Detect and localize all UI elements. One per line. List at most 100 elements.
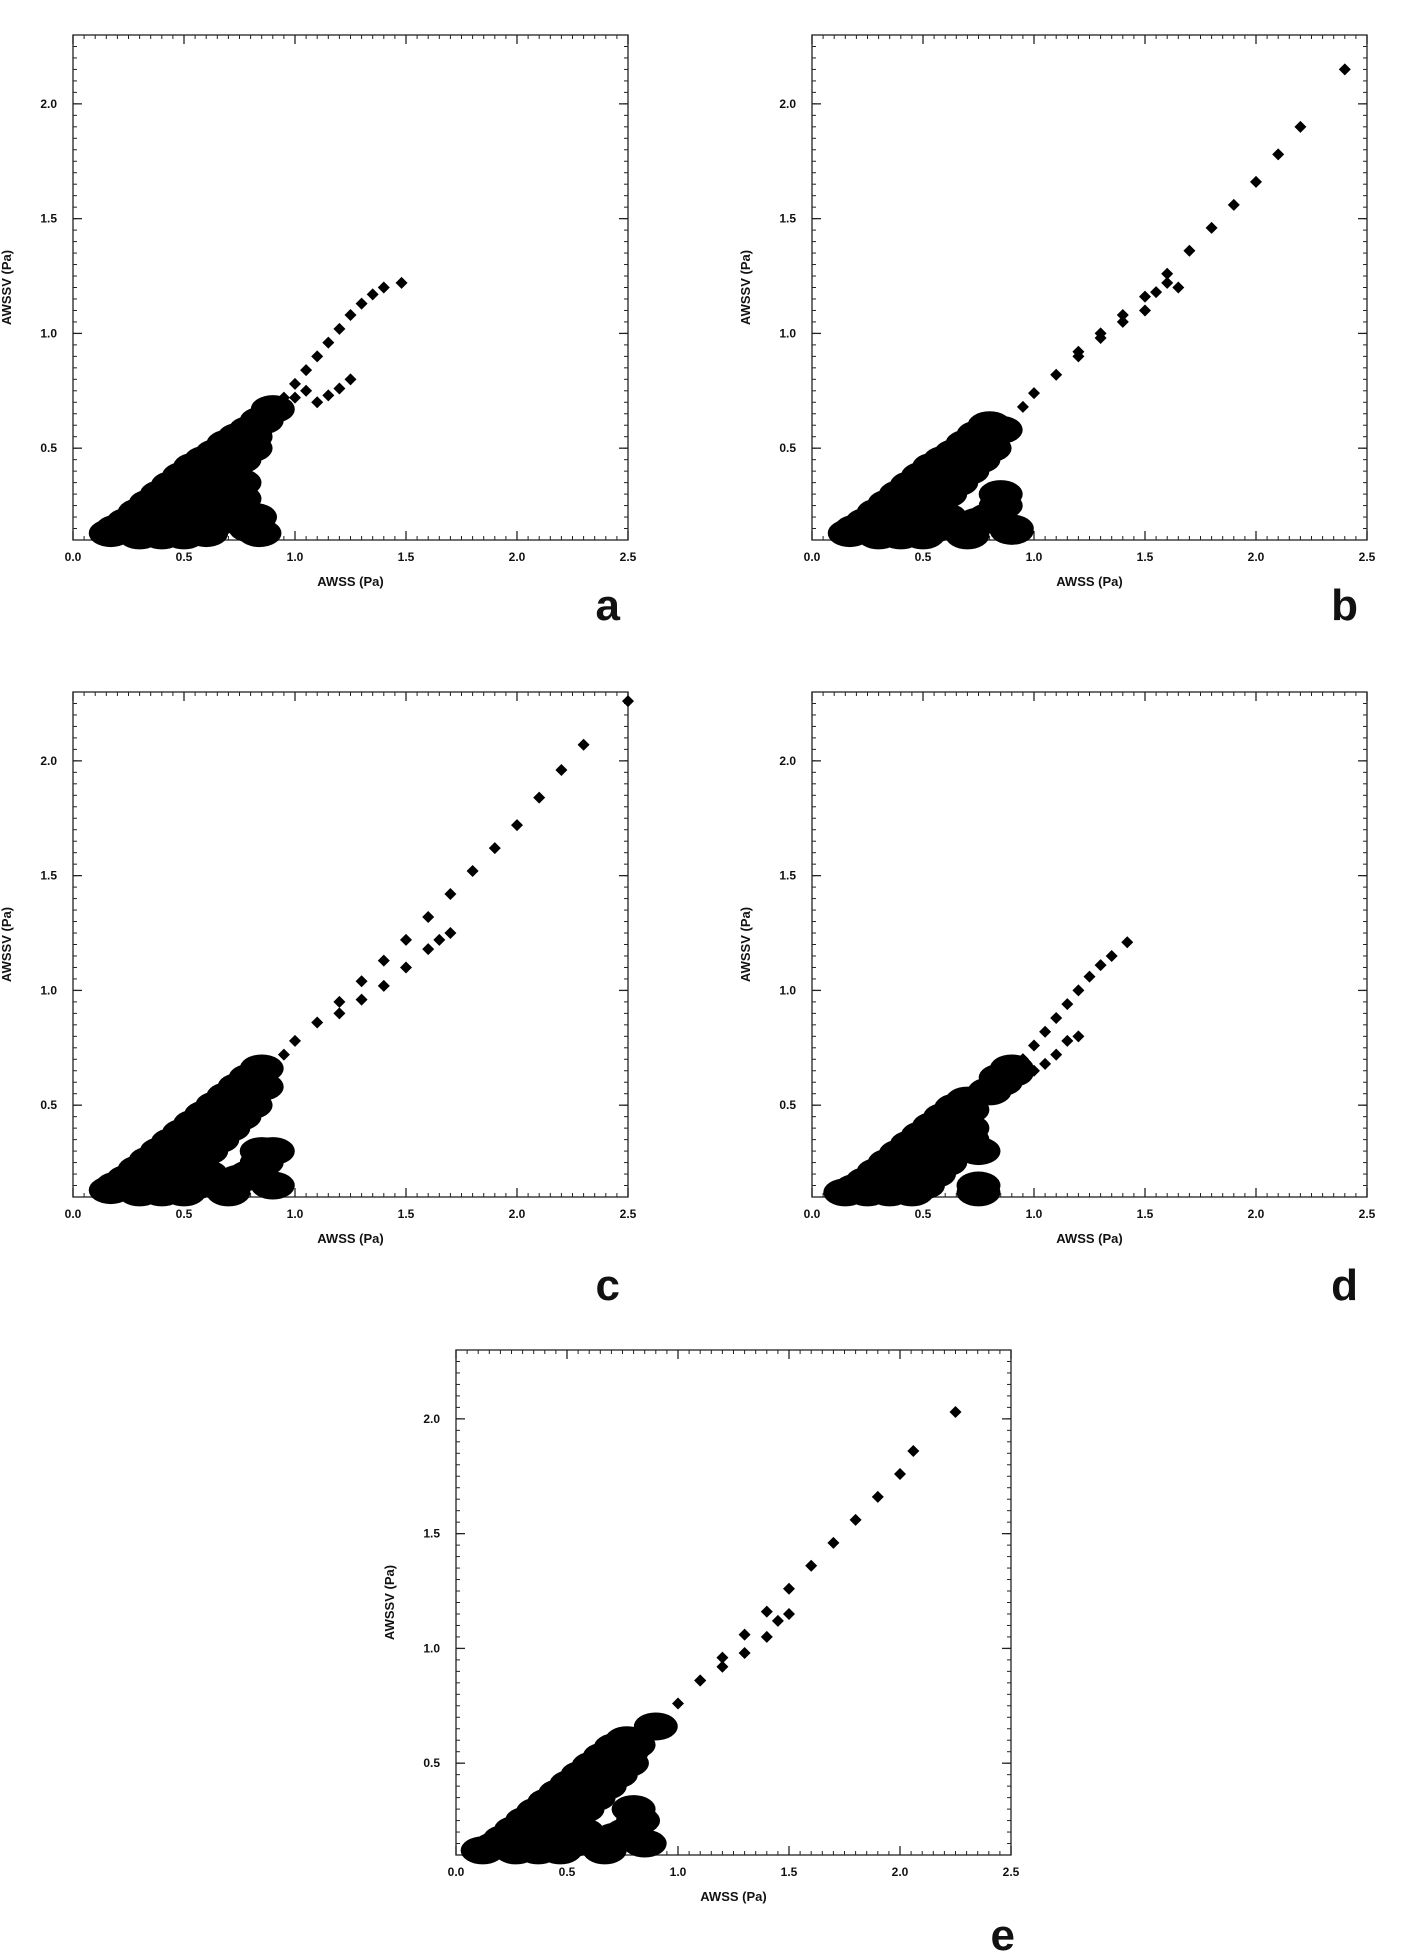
panel-label: e: [991, 1911, 1015, 1960]
x-tick-label: 1.0: [1026, 1207, 1043, 1221]
panel-label: d: [1331, 1261, 1358, 1310]
data-point: [244, 442, 257, 455]
data-point: [949, 1405, 962, 1418]
data-point: [333, 1007, 346, 1020]
data-point: [189, 1117, 202, 1130]
data-point: [1005, 1062, 1018, 1075]
data-point: [1172, 281, 1185, 294]
data-point: [311, 1016, 324, 1029]
x-tick-label: 0.0: [804, 550, 821, 564]
data-point: [950, 476, 963, 489]
data-point: [355, 297, 368, 310]
data-point: [939, 1156, 952, 1169]
y-tick-label: 1.0: [779, 983, 796, 997]
data-point: [1016, 1053, 1029, 1066]
data-point: [555, 764, 568, 777]
data-point: [917, 1142, 929, 1155]
data-point: [609, 1830, 622, 1843]
x-tick-label: 1.0: [287, 1207, 304, 1221]
scatter-panel-e: 0.0 0.5 1.0 1.5 2.0 2.5 0.5 1.0 1.5 2.0 AWSS (Pa) A…: [382, 1349, 1020, 1960]
data-point: [905, 1168, 918, 1181]
data-point: [1116, 315, 1129, 328]
data-point: [200, 1133, 213, 1146]
data-point: [377, 954, 390, 967]
data-point: [1139, 290, 1151, 303]
data-point: [1205, 221, 1218, 234]
panel-label: b: [1331, 581, 1358, 630]
data-point: [1272, 148, 1285, 161]
x-tick-label: 0.5: [915, 1207, 932, 1221]
y-tick-label: 2.0: [40, 97, 57, 111]
data-point: [1094, 959, 1107, 972]
data-point: [266, 403, 279, 416]
data-point: [1050, 368, 1063, 381]
data-point: [1050, 1048, 1063, 1061]
y-tick-label: 1.5: [779, 869, 796, 883]
data-point: [200, 453, 213, 466]
data-point: [672, 1697, 684, 1710]
data-point: [872, 1165, 885, 1178]
data-point: [200, 527, 213, 540]
data-point: [532, 1844, 545, 1857]
data-point: [883, 1170, 896, 1183]
data-point: [598, 1780, 611, 1793]
data-point: [872, 529, 885, 542]
data-point: [1150, 286, 1163, 299]
data-point: [928, 1168, 941, 1181]
data-point: [972, 1145, 985, 1158]
data-point: [905, 1138, 918, 1151]
data-point: [1050, 1011, 1063, 1024]
data-point: [872, 1179, 885, 1192]
data-point: [917, 1158, 929, 1171]
data-point: [233, 1110, 246, 1123]
data-point: [289, 377, 301, 390]
data-point: [543, 1835, 556, 1848]
data-point: [1116, 309, 1129, 322]
data-point: [344, 373, 357, 386]
y-tick-label: 1.0: [40, 983, 57, 997]
data-point: [244, 1168, 257, 1181]
data-point: [543, 1821, 556, 1834]
data-point: [322, 336, 335, 349]
data-point: [994, 499, 1007, 512]
data-point: [133, 529, 146, 542]
data-point: [950, 446, 963, 459]
data-point: [627, 1738, 640, 1751]
plot-frame: [811, 34, 1368, 541]
data-point: [1005, 524, 1018, 537]
scatter-panel-b: 0.0 0.5 1.0 1.5 2.0 2.5 0.5 1.0 1.5 2.0 AWSS (Pa) A…: [738, 34, 1376, 630]
data-point: [189, 522, 202, 535]
data-point: [905, 1151, 918, 1164]
data-point: [827, 1536, 840, 1549]
data-point: [1083, 970, 1096, 983]
data-point: [400, 961, 412, 974]
y-tick-label: 1.0: [779, 326, 796, 340]
data-point: [200, 1108, 213, 1121]
data-point: [189, 488, 202, 501]
x-tick-label: 1.5: [781, 1865, 798, 1879]
data-point: [928, 488, 941, 501]
data-point: [907, 1445, 920, 1457]
data-point: [917, 511, 929, 524]
y-tick-label: 2.0: [779, 754, 796, 768]
data-point: [917, 469, 929, 482]
x-tick-label: 0.0: [448, 1865, 465, 1879]
data-point: [961, 1133, 974, 1146]
data-point: [1028, 1039, 1040, 1052]
data-point: [433, 933, 446, 946]
y-axis-label: AWSSV (Pa): [738, 250, 753, 325]
data-point: [950, 1131, 963, 1144]
data-point: [939, 1110, 952, 1123]
x-tick-label: 1.5: [398, 1207, 415, 1221]
data-point: [961, 529, 974, 542]
data-point: [200, 476, 213, 489]
data-point: [533, 791, 546, 804]
data-point: [861, 515, 874, 528]
data-point: [894, 515, 907, 528]
data-point: [928, 1149, 941, 1162]
data-point: [233, 492, 246, 505]
data-point: [850, 522, 863, 535]
data-point: [961, 465, 974, 478]
data-point: [166, 520, 179, 533]
